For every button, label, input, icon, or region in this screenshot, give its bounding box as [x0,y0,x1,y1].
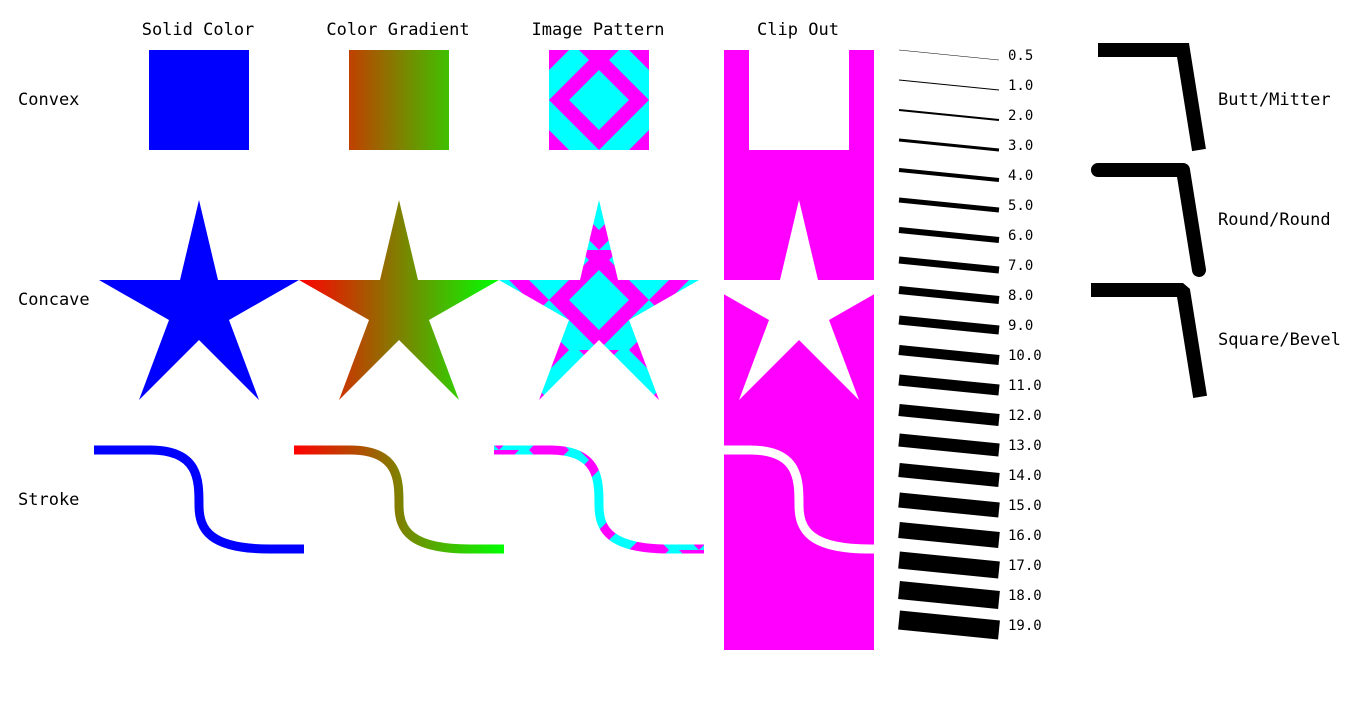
line-width-label: 18.0 [1008,588,1042,604]
line-width-label: 10.0 [1008,348,1042,364]
line-width-label: 16.0 [1008,528,1042,544]
line-width-label: 9.0 [1008,318,1033,334]
row-label-concave: Concave [18,290,90,310]
stroke-pattern-curve [494,445,704,554]
line-width-sample [898,109,1000,121]
line-width-sample [898,522,1000,548]
col-header-gradient: Color Gradient [326,20,469,40]
clip-out-panel [694,50,904,650]
join-round-round-sample [1091,163,1206,277]
line-width-label: 2.0 [1008,108,1033,124]
line-width-label: 11.0 [1008,378,1042,394]
col-header-pattern: Image Pattern [531,20,664,40]
line-width-label: 0.5 [1008,48,1033,64]
line-width-label: 4.0 [1008,168,1033,184]
line-width-sample [898,168,1000,182]
line-width-sample [898,256,1000,274]
line-width-label: 3.0 [1008,138,1033,154]
line-width-sample [898,551,1000,579]
line-width-sample [898,463,1000,487]
line-width-label: 1.0 [1008,78,1033,94]
line-width-sample [898,315,1000,335]
row-label-stroke: Stroke [18,490,79,510]
join-label-butt-miter: Butt/Mitter [1218,90,1331,110]
line-width-label: 17.0 [1008,558,1042,574]
join-butt-miter-sample [1098,43,1206,152]
line-width-sample [898,610,1000,640]
line-width-label: 13.0 [1008,438,1042,454]
line-width-sample [898,79,1000,91]
stroke-solid-curve [94,445,304,554]
line-width-samples [898,49,1000,640]
join-label-square-bevel: Square/Bevel [1218,330,1341,350]
col-header-solid: Solid Color [142,20,255,40]
join-label-round-round: Round/Round [1218,210,1331,230]
line-width-label: 19.0 [1008,618,1042,634]
line-width-sample [898,374,1000,396]
convex-pattern-square [549,50,649,150]
line-width-sample [898,197,1000,213]
line-width-sample [898,345,1000,365]
line-width-label: 6.0 [1008,228,1033,244]
line-width-sample [898,227,1000,243]
concave-pattern-star [499,200,699,400]
line-width-label: 5.0 [1008,198,1033,214]
line-width-sample [898,404,1000,426]
line-width-sample [898,492,1000,518]
concave-gradient-star [299,200,499,400]
line-width-label: 12.0 [1008,408,1042,424]
convex-solid-square [149,50,249,150]
line-width-label: 7.0 [1008,258,1033,274]
line-width-sample [898,433,1000,457]
line-width-sample [898,49,1000,61]
convex-gradient-square [349,50,449,150]
line-width-sample [898,286,1000,304]
line-width-sample [898,581,1000,609]
line-width-sample [898,138,1000,152]
concave-solid-star [99,200,299,400]
join-square-bevel-sample [1091,283,1208,399]
row-label-convex: Convex [18,90,79,110]
stroke-gradient-curve [294,445,504,554]
line-width-label: 8.0 [1008,288,1033,304]
line-width-label: 14.0 [1008,468,1042,484]
line-width-labels: 0.5 1.0 2.0 3.0 4.0 5.0 6.0 7.0 8.0 9.0 10.0 11.0 12… [1008,48,1042,634]
col-header-clip: Clip Out [757,20,839,40]
line-width-label: 15.0 [1008,498,1042,514]
